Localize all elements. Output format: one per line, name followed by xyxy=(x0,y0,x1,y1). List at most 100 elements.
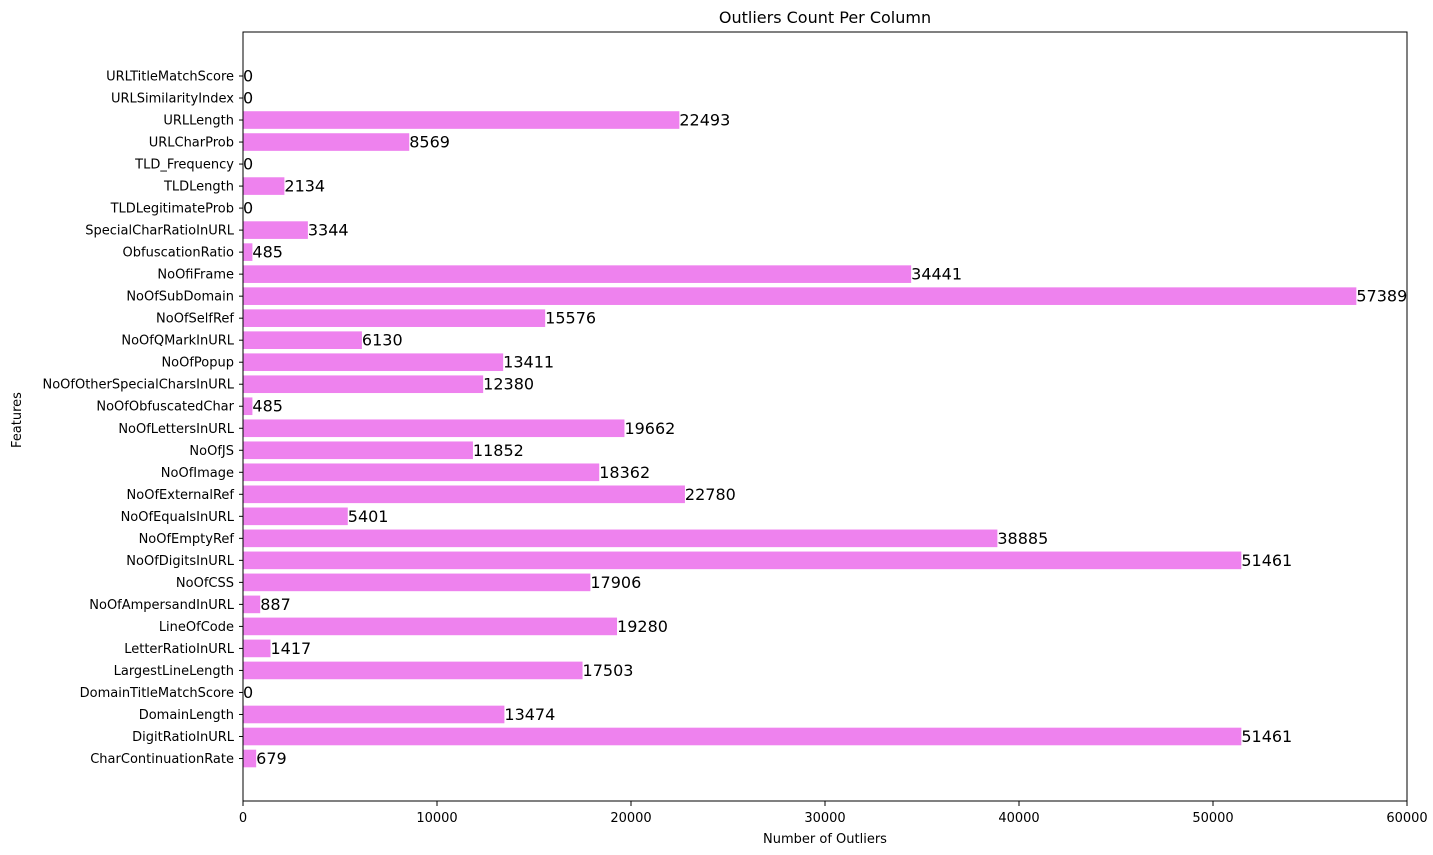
bar-value-label: 19662 xyxy=(624,419,675,438)
y-axis-label: Features xyxy=(10,392,25,448)
y-tick-label: TLD_Frequency xyxy=(134,158,234,173)
bar xyxy=(243,287,1357,305)
x-ticks-layer: 0 10000 20000 30000 40000 50000 60000 xyxy=(239,801,1428,826)
bar xyxy=(243,265,912,283)
bar-value-label: 34441 xyxy=(911,265,962,284)
y-ticks-layer: CharContinuationRate DigitRatioInURL Domai… xyxy=(42,70,243,767)
bar xyxy=(243,133,410,151)
bar-value-label: 15576 xyxy=(545,309,596,328)
bar-value-label: 887 xyxy=(260,595,291,614)
bar-value-label: 485 xyxy=(252,397,283,416)
x-tick-label: 60000 xyxy=(1386,811,1427,826)
bar-value-label: 0 xyxy=(243,683,253,702)
bar xyxy=(243,727,1242,746)
y-tick-label: NoOfOtherSpecialCharsInURL xyxy=(42,378,234,393)
bar xyxy=(243,177,285,195)
y-tick-label: NoOfDigitsInURL xyxy=(126,554,234,569)
y-tick-label: NoOfExternalRef xyxy=(127,488,235,503)
bar-value-label: 485 xyxy=(252,243,283,262)
bar-value-label: 3344 xyxy=(308,221,349,240)
bar-value-label: 57389 xyxy=(1356,287,1407,306)
bar xyxy=(243,441,473,460)
y-tick-label: LineOfCode xyxy=(159,620,234,635)
y-tick-label: NoOfEqualsInURL xyxy=(121,510,235,525)
bar xyxy=(243,507,348,526)
y-tick-label: TLDLength xyxy=(163,180,234,195)
bar-value-label: 22780 xyxy=(685,485,736,504)
y-tick-label: NoOfPopup xyxy=(161,356,234,371)
y-tick-label: URLCharProb xyxy=(149,136,234,151)
bar xyxy=(243,353,504,372)
bar xyxy=(243,111,680,129)
bar-value-label: 17503 xyxy=(583,661,634,680)
bar xyxy=(243,463,600,482)
bar xyxy=(243,639,271,658)
bar-value-label: 22493 xyxy=(679,111,730,130)
x-tick-label: 10000 xyxy=(416,811,457,826)
chart-title: Outliers Count Per Column xyxy=(719,8,931,27)
bar xyxy=(243,243,253,261)
bar xyxy=(243,617,618,636)
bar xyxy=(243,397,253,416)
y-tick-label: NoOfObfuscatedChar xyxy=(96,400,234,415)
bar xyxy=(243,485,685,504)
bar-value-label: 19280 xyxy=(617,617,668,636)
bar-value-label: 12380 xyxy=(483,375,534,394)
x-axis-label: Number of Outliers xyxy=(763,832,887,847)
y-tick-label: SpecialCharRatioInURL xyxy=(85,224,234,239)
y-tick-label: URLSimilarityIndex xyxy=(111,92,234,107)
bar xyxy=(243,375,484,394)
y-tick-label: NoOfQMarkInURL xyxy=(121,334,234,349)
y-tick-label: URLLength xyxy=(163,114,234,129)
bar xyxy=(243,551,1242,570)
y-tick-label: LargestLineLength xyxy=(114,664,234,679)
x-tick-label: 50000 xyxy=(1192,811,1233,826)
bar-value-label: 13411 xyxy=(503,353,554,372)
bar xyxy=(243,331,362,349)
bar-value-label: 2134 xyxy=(284,177,325,196)
bar-value-label: 13474 xyxy=(504,705,555,724)
data-labels-layer: 679 51461 13474 0 17503 1417 19280 887 17906 5146… xyxy=(243,67,1407,769)
bar-value-label: 0 xyxy=(243,199,253,218)
y-tick-label: NoOfiFrame xyxy=(157,268,234,283)
x-tick-label: 20000 xyxy=(610,811,651,826)
y-tick-label: DomainTitleMatchScore xyxy=(80,686,234,701)
x-tick-label: 40000 xyxy=(998,811,1039,826)
y-tick-label: TLDLegitimateProb xyxy=(110,202,234,217)
bar xyxy=(243,309,546,327)
y-tick-label: NoOfImage xyxy=(161,466,234,481)
x-tick-label: 30000 xyxy=(804,811,845,826)
y-tick-label: NoOfEmptyRef xyxy=(139,532,235,547)
y-tick-label: NoOfAmpersandInURL xyxy=(89,598,234,613)
bar xyxy=(243,705,505,724)
bar xyxy=(243,573,591,592)
x-tick-label: 0 xyxy=(239,811,247,826)
bar-value-label: 0 xyxy=(243,89,253,108)
y-tick-label: NoOfLettersInURL xyxy=(118,422,234,437)
y-tick-label: NoOfCSS xyxy=(176,576,234,591)
y-tick-label: NoOfSelfRef xyxy=(156,312,234,327)
plot-frame xyxy=(242,31,1408,802)
bar-value-label: 51461 xyxy=(1241,727,1292,746)
bar-value-label: 5401 xyxy=(348,507,389,526)
bar xyxy=(243,419,625,438)
y-tick-label: DigitRatioInURL xyxy=(132,730,235,745)
bar xyxy=(243,661,583,680)
bar-value-label: 0 xyxy=(243,155,253,174)
y-tick-label: LetterRatioInURL xyxy=(124,642,235,657)
y-tick-label: URLTitleMatchScore xyxy=(106,70,234,85)
bar xyxy=(243,221,308,239)
bar-value-label: 679 xyxy=(256,749,287,768)
bar-value-label: 51461 xyxy=(1241,551,1292,570)
bar-value-label: 38885 xyxy=(997,529,1048,548)
y-tick-label: DomainLength xyxy=(139,708,234,723)
bar-value-label: 17906 xyxy=(590,573,641,592)
bars-layer xyxy=(243,111,1357,768)
y-tick-label: NoOfSubDomain xyxy=(126,290,234,305)
bar xyxy=(243,529,998,548)
bar-value-label: 8569 xyxy=(409,133,450,152)
y-tick-label: CharContinuationRate xyxy=(90,752,234,767)
y-tick-label: NoOfJS xyxy=(189,444,234,459)
bar-value-label: 0 xyxy=(243,67,253,86)
